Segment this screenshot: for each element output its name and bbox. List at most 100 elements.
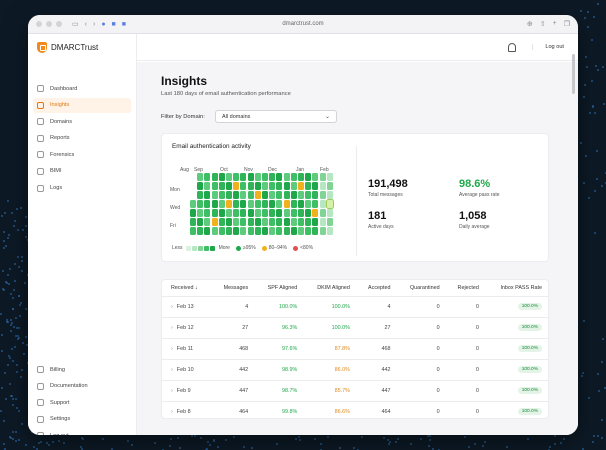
heatmap-cell[interactable] (226, 227, 232, 235)
heatmap-cell[interactable] (298, 182, 304, 190)
heatmap-cell[interactable] (312, 227, 319, 235)
heatmap-cell[interactable] (269, 173, 276, 181)
heatmap-cell[interactable] (233, 209, 240, 217)
heatmap-cell[interactable] (226, 182, 232, 190)
heatmap-cell[interactable] (204, 218, 211, 226)
heatmap-cell[interactable] (233, 227, 240, 235)
heatmap-cell[interactable] (319, 173, 326, 181)
heatmap-cell[interactable] (204, 227, 211, 235)
heatmap-cell[interactable] (204, 191, 211, 199)
heatmap-cell[interactable] (254, 191, 261, 199)
heatmap-cell[interactable] (312, 209, 319, 217)
heatmap-cell[interactable] (312, 218, 319, 226)
heatmap-cell[interactable] (319, 209, 326, 217)
sidebar-item-billing[interactable]: Billing (33, 362, 131, 377)
heatmap-cell[interactable] (269, 200, 276, 208)
heatmap-cell[interactable] (298, 218, 304, 226)
heatmap-cell[interactable] (290, 191, 297, 199)
bell-icon[interactable] (508, 42, 517, 52)
heatmap-cell[interactable] (233, 200, 240, 208)
date-cell[interactable]: › Feb 12 (162, 317, 212, 339)
column-header-rejected[interactable]: Rejected (445, 280, 485, 297)
expand-chevron-icon[interactable]: › (171, 408, 173, 415)
heatmap-cell[interactable] (312, 200, 319, 208)
heatmap-cell[interactable] (226, 173, 232, 181)
heatmap-cell[interactable] (247, 227, 254, 235)
heatmap-cell[interactable] (247, 173, 254, 181)
close-window-button[interactable] (36, 21, 42, 27)
heatmap-cell[interactable] (283, 218, 290, 226)
heatmap-cell[interactable] (226, 200, 232, 208)
sidebar-item-log-out[interactable]: Log out (33, 428, 131, 435)
header-logout-link[interactable]: Log out (532, 44, 564, 50)
expand-chevron-icon[interactable]: › (171, 387, 173, 394)
column-header-accepted[interactable]: Accepted (355, 280, 397, 297)
domain-filter-select[interactable]: All domains ⌄ (215, 110, 337, 123)
heatmap-cell[interactable] (211, 227, 218, 235)
heatmap-cell[interactable] (290, 218, 297, 226)
date-cell[interactable]: › Feb 9 (162, 380, 212, 402)
heatmap-cell[interactable] (211, 200, 218, 208)
heatmap-cell[interactable] (305, 182, 312, 190)
heatmap-cell[interactable] (218, 209, 225, 217)
heatmap-cell[interactable] (226, 191, 232, 199)
heatmap-cell[interactable] (211, 209, 218, 217)
heatmap-cell[interactable] (319, 227, 326, 235)
heatmap-cell[interactable] (283, 182, 290, 190)
heatmap-cell[interactable] (218, 227, 225, 235)
heatmap-cell[interactable] (233, 218, 240, 226)
expand-chevron-icon[interactable]: › (171, 303, 173, 310)
heatmap-cell[interactable] (262, 173, 268, 181)
heatmap-cell[interactable] (319, 218, 326, 226)
heatmap-cell[interactable] (226, 218, 232, 226)
heatmap-cell[interactable] (254, 182, 261, 190)
sidebar-toggle-icon[interactable]: ▭ (72, 21, 79, 28)
sidebar-item-forensics[interactable]: Forensics (33, 147, 131, 162)
date-cell[interactable]: › Feb 10 (162, 359, 212, 381)
sidebar-item-support[interactable]: Support (33, 395, 131, 410)
sidebar-item-insights[interactable]: Insights (33, 97, 131, 113)
heatmap-cell[interactable] (283, 173, 290, 181)
column-header-quarantined[interactable]: Quarantined (396, 280, 446, 297)
heatmap-cell[interactable] (204, 209, 211, 217)
sidebar-item-bimi[interactable]: BIMI (33, 164, 131, 179)
heatmap-cell[interactable] (312, 182, 319, 190)
heatmap-cell[interactable] (326, 173, 333, 181)
heatmap-cell[interactable] (218, 218, 225, 226)
heatmap-cell[interactable] (283, 209, 290, 217)
heatmap-cell[interactable] (190, 218, 196, 226)
heatmap-cell[interactable] (290, 200, 297, 208)
heatmap-cell[interactable] (204, 173, 211, 181)
table-row[interactable]: › Feb 13 4 100.0% 100.0% 4 0 0 100.0% (162, 296, 548, 318)
heatmap-cell[interactable] (305, 200, 312, 208)
heatmap-cell[interactable] (262, 209, 268, 217)
heatmap-cell[interactable] (218, 200, 225, 208)
heatmap-cell[interactable] (276, 173, 283, 181)
heatmap-cell[interactable] (197, 200, 204, 208)
column-header-received[interactable]: Received ↓ (162, 280, 212, 297)
privacy-icon[interactable]: ● (101, 20, 106, 28)
column-header-dkim-aligned[interactable]: DKIM Aligned (303, 280, 356, 297)
heatmap-cell[interactable] (276, 218, 283, 226)
heatmap-cell[interactable] (276, 191, 283, 199)
heatmap-cell[interactable] (240, 218, 247, 226)
heatmap-cell[interactable] (247, 209, 254, 217)
heatmap-cell[interactable] (298, 191, 304, 199)
heatmap-cell[interactable] (218, 191, 225, 199)
heatmap-cell[interactable] (197, 227, 204, 235)
heatmap-cell[interactable] (305, 227, 312, 235)
heatmap-cell[interactable] (197, 182, 204, 190)
extension-icon[interactable]: ■ (111, 20, 116, 28)
heatmap-cell[interactable] (247, 182, 254, 190)
heatmap-cell[interactable] (211, 173, 218, 181)
heatmap-cell[interactable] (197, 173, 204, 181)
heatmap-cell[interactable] (269, 227, 276, 235)
sidebar-item-domains[interactable]: Domains (33, 114, 131, 129)
heatmap-cell[interactable] (305, 218, 312, 226)
heatmap-cell[interactable] (233, 191, 240, 199)
heatmap-cell[interactable] (254, 227, 261, 235)
sidebar-item-settings[interactable]: Settings (33, 412, 131, 427)
column-header-inbox-pass-rate[interactable]: Inbox PASS Rate (484, 280, 548, 297)
heatmap-cell[interactable] (197, 191, 204, 199)
heatmap-cell[interactable] (298, 200, 304, 208)
